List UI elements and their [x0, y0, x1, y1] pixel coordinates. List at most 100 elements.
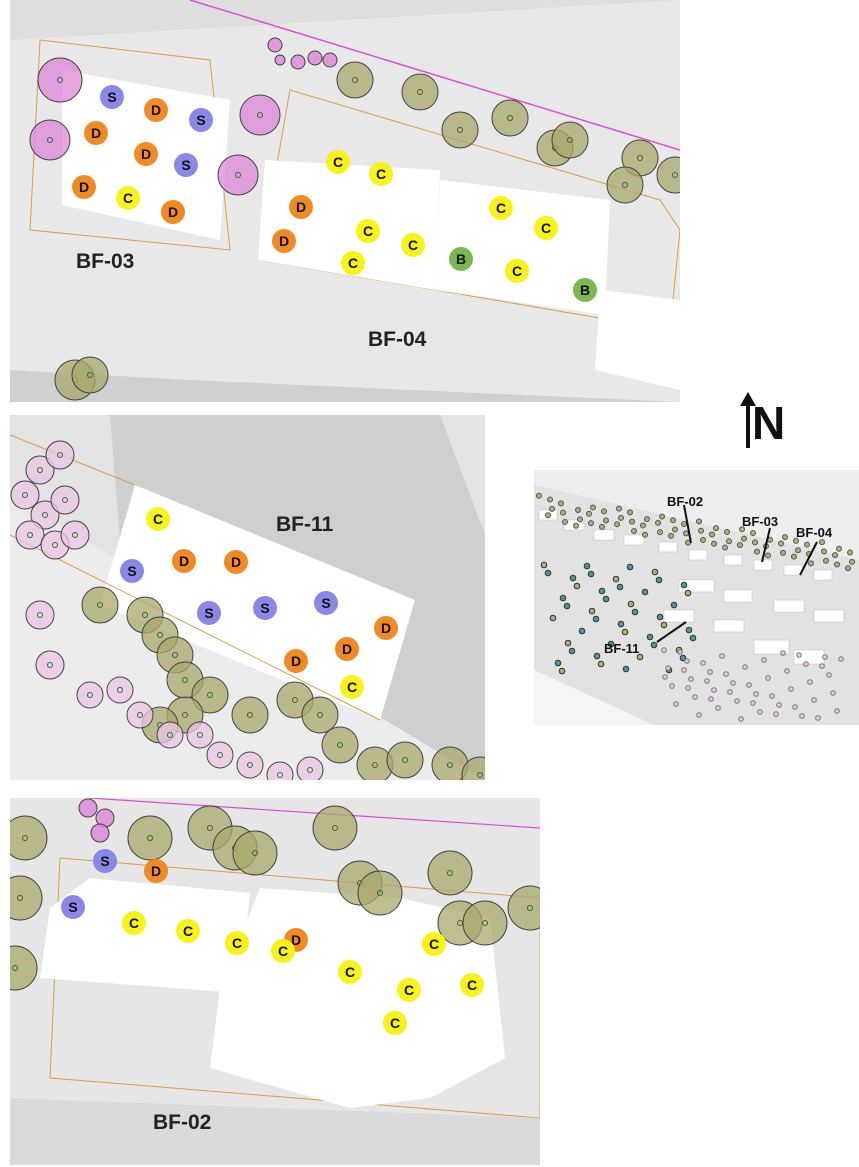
overview-tree — [631, 528, 637, 534]
plan1-marker-label: S — [196, 112, 205, 128]
plan3-marker-c — [397, 978, 421, 1002]
overview-tree — [588, 607, 596, 615]
overview-tree — [845, 565, 851, 572]
plan-label-bf11: BF-11 — [276, 513, 334, 536]
overview-tree — [601, 508, 607, 515]
tree-canopy — [71, 356, 109, 394]
tree-canopy — [312, 805, 358, 851]
tree-canopy — [30, 500, 60, 530]
tree-canopy — [551, 121, 589, 159]
plan1-marker-d — [134, 142, 158, 166]
plan1-marker-label: D — [151, 102, 161, 118]
tree-trunk-marker — [622, 182, 628, 188]
plan2-marker-label: C — [153, 511, 163, 527]
tree-canopy — [232, 830, 278, 876]
plan3-marker-c — [271, 939, 295, 963]
tree-trunk-marker — [417, 89, 423, 95]
overview-tree — [587, 570, 595, 578]
plan1-marker-s — [174, 153, 198, 177]
tree-trunk-marker — [257, 112, 263, 118]
plan1-marker-label: B — [456, 251, 466, 267]
plan1-marker-label: D — [79, 179, 89, 195]
overview-tree — [739, 526, 745, 533]
overview-tree — [614, 521, 620, 528]
overview-tree — [670, 601, 678, 609]
tree-canopy — [76, 681, 104, 709]
overview-tree — [568, 647, 576, 655]
tree-canopy — [321, 726, 359, 764]
plan1-marker-c — [116, 186, 140, 210]
tree-canopy — [10, 875, 43, 921]
shrub — [267, 37, 283, 53]
overview-tree — [832, 552, 838, 559]
overview-tree — [597, 660, 605, 668]
overview-tree — [796, 652, 802, 658]
tree-trunk-marker — [217, 752, 223, 758]
tree-canopy — [206, 741, 234, 769]
tree-canopy — [81, 586, 119, 624]
plan1-marker-label: C — [376, 166, 386, 182]
tree-trunk-marker — [167, 732, 173, 738]
tree-trunk-marker — [47, 662, 53, 668]
plan2-marker-label: D — [291, 653, 301, 669]
overview-tree — [655, 576, 663, 584]
overview-tree — [573, 582, 581, 590]
tree-canopy — [231, 696, 269, 734]
overview-tree — [673, 701, 679, 707]
overview-tree — [684, 658, 690, 664]
plan3-marker-c — [460, 973, 484, 997]
tree-canopy — [45, 440, 75, 470]
plan2-marker-s — [314, 591, 338, 615]
tree-trunk-marker — [637, 155, 643, 161]
tree-canopy — [191, 676, 229, 714]
overview-tree — [742, 664, 748, 670]
overview-tree — [665, 665, 671, 671]
plan3-marker-c — [225, 931, 249, 955]
plan2-marker-label: D — [179, 553, 189, 569]
overview-tree — [754, 548, 760, 555]
overview-tree — [569, 574, 577, 582]
plan3-marker-label: C — [183, 923, 193, 939]
tree-canopy — [37, 57, 83, 103]
tree-canopy — [606, 166, 644, 204]
tree-canopy — [296, 756, 324, 780]
plan2-marker-label: D — [342, 641, 352, 657]
overview-tree — [622, 665, 630, 673]
overview-tree — [661, 647, 667, 653]
plan1-marker-label: B — [580, 282, 590, 298]
tree-trunk-marker — [317, 712, 323, 718]
overview-tree — [681, 521, 687, 527]
tree-trunk-marker — [97, 602, 103, 608]
overview-tree — [726, 538, 732, 545]
overview-tree — [559, 594, 567, 602]
overview-tree — [804, 541, 810, 548]
plan1-marker-c — [534, 216, 558, 240]
overview-tree — [646, 633, 654, 641]
overview-building — [663, 609, 695, 623]
plan1-marker-d — [84, 121, 108, 145]
overview-tree — [631, 608, 639, 616]
tree-canopy — [25, 600, 55, 630]
overview-tree — [752, 539, 758, 546]
plan3-marker-label: D — [291, 932, 301, 948]
plan1-marker-label: C — [348, 255, 358, 271]
plan1-marker-d — [72, 175, 96, 199]
tree-trunk-marker — [447, 762, 453, 768]
tree-canopy — [301, 696, 339, 734]
overview-tree — [730, 680, 736, 686]
overview-building — [753, 639, 790, 655]
plan2-marker-label: S — [204, 605, 213, 621]
plan3-marker-label: C — [278, 943, 288, 959]
overview-tree — [578, 627, 586, 635]
tree-trunk-marker — [337, 742, 343, 748]
overview-tree — [677, 649, 683, 655]
overview-tree — [588, 520, 594, 527]
overview-tree — [773, 711, 779, 717]
overview-building — [658, 541, 678, 553]
tree-trunk-marker — [57, 452, 63, 458]
tree-trunk-marker — [47, 137, 53, 143]
overview-tree — [723, 671, 729, 677]
overview-tree — [722, 544, 728, 551]
